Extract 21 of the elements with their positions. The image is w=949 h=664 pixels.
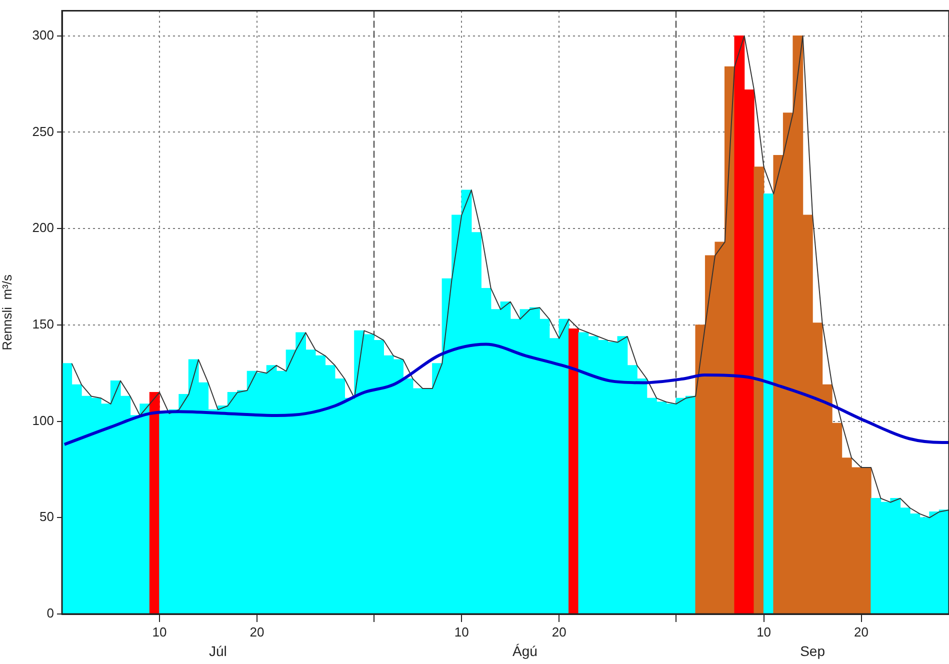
text: Ágú — [512, 642, 538, 659]
y-tick-label: 150 — [32, 316, 54, 332]
text: Júl — [209, 642, 227, 659]
bar — [149, 392, 160, 614]
y-tick-label: 100 — [32, 412, 54, 428]
y-tick-label: 200 — [32, 220, 54, 236]
x-tick-label: 10 — [756, 624, 772, 640]
y-axis-title: Rennsli m³/s — [0, 274, 14, 350]
x-tick-label: 10 — [454, 624, 469, 640]
x-tick-label: 10 — [152, 624, 167, 640]
x-tick-label: 20 — [250, 624, 264, 640]
y-tick-label: 0 — [46, 606, 54, 621]
y-tick-label: 300 — [32, 27, 54, 42]
x-tick-label: 20 — [854, 624, 869, 640]
bar — [754, 166, 764, 614]
y-tick-label: 250 — [32, 124, 54, 139]
bar — [568, 328, 579, 614]
bar — [763, 194, 774, 614]
y-tick-label: 50 — [40, 509, 54, 524]
x-tick-label: 20 — [552, 624, 566, 640]
text: Sep — [800, 642, 826, 659]
